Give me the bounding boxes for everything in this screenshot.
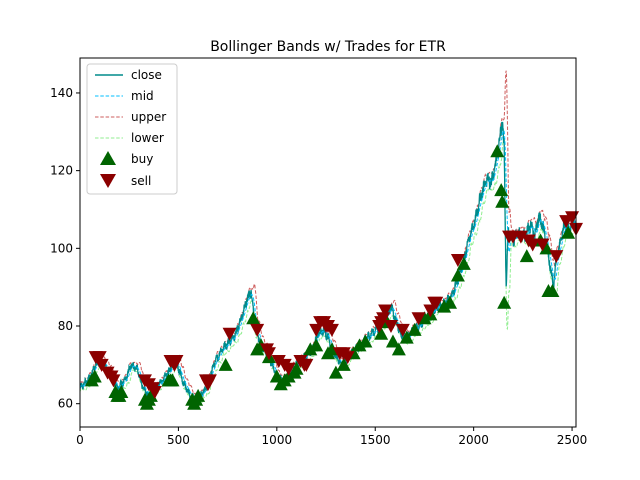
x-tick-label: 1000 <box>262 433 293 447</box>
sell-marker <box>222 327 237 341</box>
buy-marker <box>450 268 465 282</box>
buy-marker <box>495 194 510 208</box>
buy-marker <box>399 330 414 344</box>
legend-label-buy: buy <box>131 152 153 166</box>
x-tick-label: 2000 <box>458 433 489 447</box>
sell-marker <box>299 358 314 372</box>
x-tick-label: 500 <box>167 433 190 447</box>
buy-marker <box>289 361 304 375</box>
x-tick-label: 1500 <box>360 433 391 447</box>
axis-ticks: 0 500 1000 1500 2000 2500 60 80 100 120 140 <box>50 86 587 447</box>
buy-marker <box>497 295 512 309</box>
series-layer <box>80 70 576 405</box>
sell-marker <box>450 253 465 267</box>
sell-marker <box>429 296 444 310</box>
series-line-mid <box>80 130 576 399</box>
buy-marker <box>114 385 129 399</box>
sell-marker <box>549 250 564 264</box>
y-tick-label: 120 <box>50 164 73 178</box>
buy-marker <box>456 256 471 270</box>
buy-marker <box>218 357 233 371</box>
buy-marker <box>490 144 505 158</box>
y-tick-label: 100 <box>50 241 73 255</box>
buy-marker <box>443 295 458 309</box>
buy-marker <box>407 322 422 336</box>
buy-marker <box>352 338 367 352</box>
legend-label-upper: upper <box>131 110 166 124</box>
buy-marker <box>336 357 351 371</box>
buy-marker <box>374 326 389 340</box>
buy-marker <box>385 334 400 348</box>
buy-marker <box>545 284 560 298</box>
markers-layer <box>84 144 583 410</box>
buy-marker <box>494 183 509 197</box>
series-line-close <box>80 121 576 404</box>
legend-item-lower: lower <box>95 131 164 145</box>
buy-marker <box>391 342 406 356</box>
legend-label-sell: sell <box>131 174 151 188</box>
sell-marker <box>250 323 265 337</box>
legend-buy-triangle-icon <box>100 151 116 165</box>
buy-marker <box>246 311 261 325</box>
sell-marker <box>94 358 109 372</box>
x-tick-label: 2500 <box>557 433 588 447</box>
buy-marker <box>328 365 343 379</box>
legend-item-sell: sell <box>100 174 151 188</box>
buy-marker <box>191 388 206 402</box>
legend-item-close: close <box>95 68 162 82</box>
sell-marker <box>525 238 540 252</box>
sell-marker <box>202 374 217 388</box>
legend-sell-triangle-icon <box>100 174 116 188</box>
sell-marker <box>535 238 550 252</box>
legend-label-close: close <box>131 68 162 82</box>
x-tick-label: 0 <box>76 433 84 447</box>
sell-marker <box>383 320 398 334</box>
sell-marker <box>169 354 184 368</box>
sell-marker <box>340 351 355 365</box>
buy-marker <box>358 334 373 348</box>
sell-marker <box>395 323 410 337</box>
sell-marker <box>261 347 276 361</box>
chart-title: Bollinger Bands w/ Trades for ETR <box>210 39 446 55</box>
y-tick-label: 80 <box>58 319 73 333</box>
buy-marker <box>165 373 180 387</box>
sell-marker <box>92 351 107 365</box>
sell-marker <box>376 312 391 326</box>
sell-marker <box>147 386 162 400</box>
sell-marker <box>281 362 296 376</box>
sell-marker <box>411 312 426 326</box>
buy-marker <box>303 342 318 356</box>
plot-frame <box>79 57 577 428</box>
buy-marker <box>281 369 296 383</box>
series-line-upper <box>80 70 576 395</box>
buy-marker <box>561 225 576 239</box>
legend-label-mid: mid <box>131 89 154 103</box>
legend-item-mid: mid <box>95 89 154 103</box>
legend: close mid upper lower buy sell <box>86 63 178 195</box>
buy-marker <box>519 249 534 263</box>
sell-marker <box>106 374 121 388</box>
sell-marker <box>271 354 286 368</box>
buy-marker <box>309 338 324 352</box>
buy-marker <box>417 311 432 325</box>
sell-marker <box>513 230 528 244</box>
legend-item-buy: buy <box>100 151 153 166</box>
buy-marker <box>87 369 102 383</box>
y-tick-label: 60 <box>58 397 73 411</box>
legend-label-lower: lower <box>131 131 164 145</box>
sell-marker <box>324 323 339 337</box>
buy-marker <box>437 299 452 313</box>
sell-marker <box>378 304 393 318</box>
legend-item-upper: upper <box>95 110 166 124</box>
y-tick-label: 140 <box>50 86 73 100</box>
buy-marker <box>143 388 158 402</box>
